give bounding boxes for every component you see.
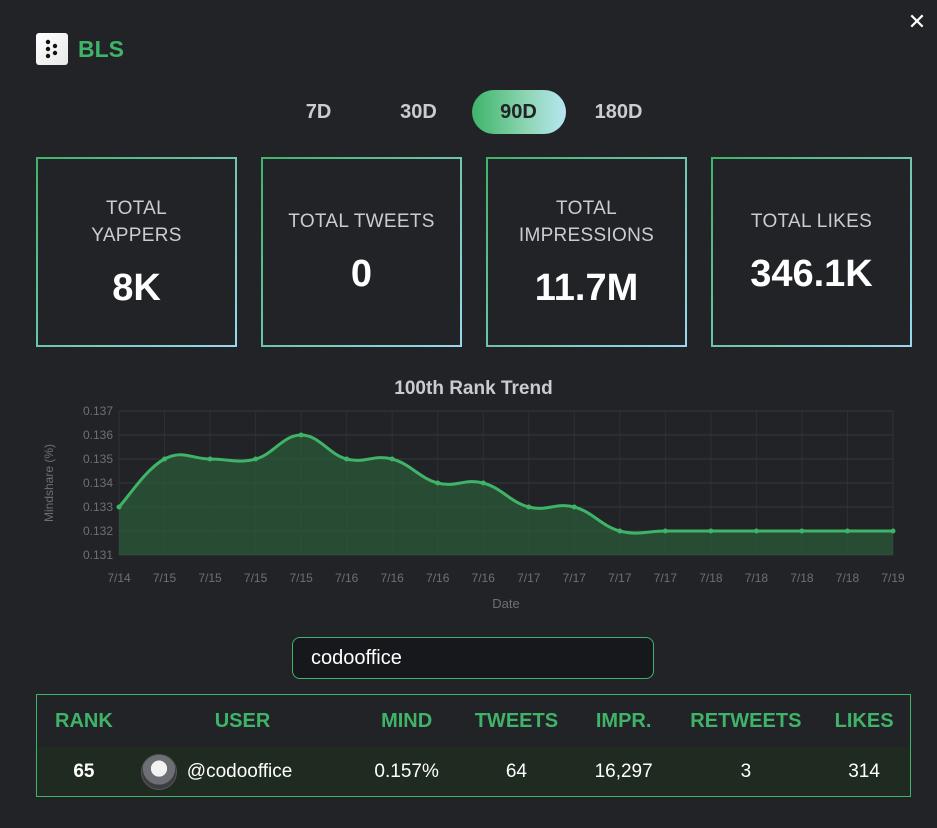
rank-trend-chart: 100th Rank Trend 0.137 0.136 0.135 0.134 0.1…: [36, 374, 916, 619]
x-tick-label: 7/14: [107, 571, 131, 585]
y-tick-label: 0.134: [83, 476, 113, 490]
x-tick-label: 7/16: [335, 571, 359, 585]
stat-label-line: IMPRESSIONS: [518, 224, 655, 246]
x-tick-label: 7/15: [153, 571, 177, 585]
x-tick-label: 7/17: [563, 571, 587, 585]
data-point: [890, 528, 896, 534]
header-retweets[interactable]: RETWEETS: [690, 709, 802, 732]
data-point: [526, 504, 532, 510]
stat-label-line: TOTAL: [106, 197, 167, 219]
x-tick-label: 7/16: [380, 571, 404, 585]
header: BLS: [36, 33, 124, 65]
x-tick-label: 7/16: [472, 571, 496, 585]
y-tick-label: 0.131: [83, 548, 113, 562]
data-point: [571, 504, 577, 510]
table-header: RANK USER MIND TWEETS IMPR. RETWEETS LIK…: [37, 695, 910, 747]
header-tweets[interactable]: TWEETS: [474, 709, 559, 732]
data-point: [298, 432, 304, 438]
x-tick-label: 7/18: [836, 571, 860, 585]
cell-tweets: 64: [505, 760, 527, 782]
data-point: [799, 528, 805, 534]
stat-label: TOTAL LIKES: [751, 208, 872, 235]
leaderboard-table: RANK USER MIND TWEETS IMPR. RETWEETS LIK…: [36, 694, 911, 797]
cell-rank: 65: [73, 760, 95, 782]
cell-retweets: 3: [740, 760, 752, 782]
search-box[interactable]: [292, 637, 654, 679]
page-title: BLS: [78, 35, 124, 62]
x-tick-label: 7/17: [654, 571, 678, 585]
chart-svg: 0.137 0.136 0.135 0.134 0.133 0.132 0.131 7/14 7…: [42, 404, 905, 611]
stat-label: TOTAL YAPPERS: [91, 195, 181, 249]
data-point: [162, 456, 168, 462]
header-likes[interactable]: LIKES: [834, 709, 894, 732]
chart-title: 100th Rank Trend: [394, 378, 553, 399]
stat-label-line: TOTAL: [556, 197, 617, 219]
y-tick-label: 0.135: [83, 452, 113, 466]
x-tick-label: 7/18: [790, 571, 814, 585]
stat-label-line: TOTAL TWEETS: [288, 211, 435, 232]
stat-value: 11.7M: [534, 266, 639, 309]
table-row[interactable]: 65 @codooffice 0.157% 64 16,297 3 314: [37, 747, 910, 796]
tab-30d[interactable]: 30D: [400, 100, 437, 123]
data-point: [207, 456, 213, 462]
stats-cards: TOTAL YAPPERS 8K TOTAL TWEETS 0 TOTAL IM…: [36, 157, 912, 347]
data-point: [344, 456, 350, 462]
y-tick-label: 0.132: [83, 524, 113, 538]
data-point: [116, 504, 122, 510]
stat-card-likes: TOTAL LIKES 346.1K: [711, 157, 912, 347]
stat-label-line: YAPPERS: [91, 224, 182, 246]
data-point: [253, 456, 259, 462]
data-point: [662, 528, 668, 534]
stat-label-line: TOTAL LIKES: [750, 211, 873, 232]
cell-mind: 0.157%: [374, 760, 439, 782]
stat-card-tweets: TOTAL TWEETS 0: [261, 157, 462, 347]
cell-impr: 16,297: [594, 760, 653, 782]
tab-180d[interactable]: 180D: [594, 100, 643, 123]
x-tick-label: 7/19: [881, 571, 905, 585]
data-point: [480, 480, 486, 486]
header-mind[interactable]: MIND: [381, 709, 433, 732]
tab-7d[interactable]: 7D: [305, 100, 332, 123]
x-tick-label: 7/17: [517, 571, 541, 585]
series-line: [117, 433, 893, 535]
x-axis-label: Date: [492, 596, 519, 611]
data-point: [389, 456, 395, 462]
stat-value: 0: [350, 253, 373, 295]
y-tick-label: 0.133: [83, 500, 113, 514]
y-tick-label: 0.137: [83, 404, 113, 418]
x-tick-label: 7/15: [198, 571, 222, 585]
data-point: [708, 528, 714, 534]
x-tick-label: 7/18: [745, 571, 769, 585]
stat-value: 8K: [112, 266, 161, 309]
period-tabs: 7D 30D 90D 180D: [0, 90, 937, 134]
x-tick-label: 7/15: [244, 571, 268, 585]
data-point: [844, 528, 850, 534]
y-tick-label: 0.136: [83, 428, 113, 442]
x-tick-label: 7/17: [608, 571, 632, 585]
tab-90d[interactable]: 90D: [471, 90, 566, 134]
cell-likes: 314: [848, 760, 880, 782]
stat-card-impressions: TOTAL IMPRESSIONS 11.7M: [486, 157, 687, 347]
x-tick-label: 7/16: [426, 571, 450, 585]
data-point: [753, 528, 759, 534]
search-input[interactable]: [311, 646, 635, 670]
header-user[interactable]: USER: [214, 709, 271, 732]
header-impr[interactable]: IMPR.: [595, 709, 652, 732]
user-handle[interactable]: @codooffice: [186, 760, 293, 782]
stat-label: TOTAL TWEETS: [288, 208, 434, 235]
stat-value: 346.1K: [750, 253, 873, 295]
x-tick-label: 7/18: [699, 571, 723, 585]
data-point: [617, 528, 623, 534]
stat-label: TOTAL IMPRESSIONS: [519, 195, 654, 249]
avatar: [140, 753, 177, 790]
data-point: [435, 480, 441, 486]
header-rank[interactable]: RANK: [55, 709, 113, 732]
stat-card-yappers: TOTAL YAPPERS 8K: [36, 157, 237, 347]
bls-logo-icon: [36, 33, 68, 65]
x-tick-label: 7/15: [289, 571, 313, 585]
y-axis-label: Mindshare (%): [42, 444, 56, 522]
cell-user[interactable]: @codooffice: [131, 753, 355, 790]
close-button[interactable]: ✕: [907, 9, 927, 34]
